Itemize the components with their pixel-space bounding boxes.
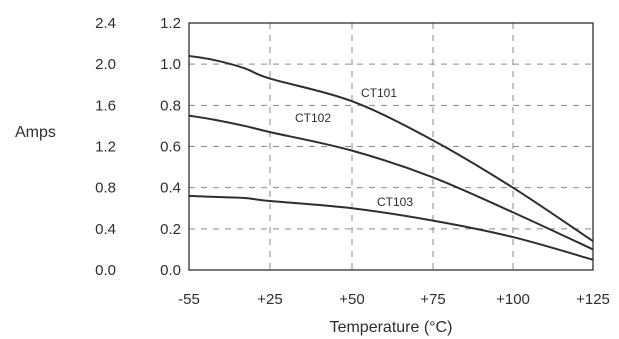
y-right-tick-label: 0.8 [160, 97, 181, 114]
plot-frame [188, 22, 594, 271]
y-right-tick-label: 1.0 [160, 56, 181, 73]
series-label-ct102: CT102 [295, 111, 331, 125]
y-left-tick-label: 1.6 [95, 97, 116, 114]
y-left-tick-label: 2.4 [95, 15, 116, 32]
y-left-tick-label: 0.8 [95, 180, 116, 197]
series-line-ct103 [188, 194, 594, 261]
y-axis-title: Amps [15, 124, 56, 141]
y-right-tick-label: 1.2 [160, 15, 181, 32]
x-tick-label: +25 [257, 291, 282, 308]
x-tick-label: -55 [178, 291, 200, 308]
x-tick-label: +125 [576, 291, 610, 308]
y-left-tick-label: 0.0 [95, 262, 116, 279]
grid [189, 23, 593, 270]
y-axis-right-ticks: 1.2 1.0 0.8 0.6 0.4 0.2 0.0 [160, 15, 181, 279]
y-right-tick-label: 0.2 [160, 221, 181, 238]
y-axis-left-ticks: 2.4 2.0 1.6 1.2 0.8 0.4 0.0 [95, 15, 116, 279]
series-label-ct103: CT103 [377, 195, 413, 209]
series-line-ct101 [188, 54, 594, 243]
x-axis-title: Temperature (°C) [330, 319, 453, 336]
y-left-tick-label: 1.2 [95, 139, 116, 156]
x-axis-ticks: -55 +25 +50 +75 +100 +125 [178, 291, 610, 308]
y-right-tick-label: 0.4 [160, 180, 181, 197]
y-left-tick-label: 2.0 [95, 56, 116, 73]
series-label-ct101: CT101 [361, 86, 397, 100]
y-right-tick-label: 0.6 [160, 139, 181, 156]
y-left-tick-label: 0.4 [95, 221, 116, 238]
series-labels: CT101 CT102 CT103 [295, 86, 413, 209]
x-tick-label: +50 [339, 291, 364, 308]
series-line-ct102 [188, 114, 594, 251]
series-lines [188, 54, 594, 261]
y-right-tick-label: 0.0 [160, 262, 181, 279]
x-tick-label: +75 [420, 291, 445, 308]
x-tick-label: +100 [496, 291, 530, 308]
